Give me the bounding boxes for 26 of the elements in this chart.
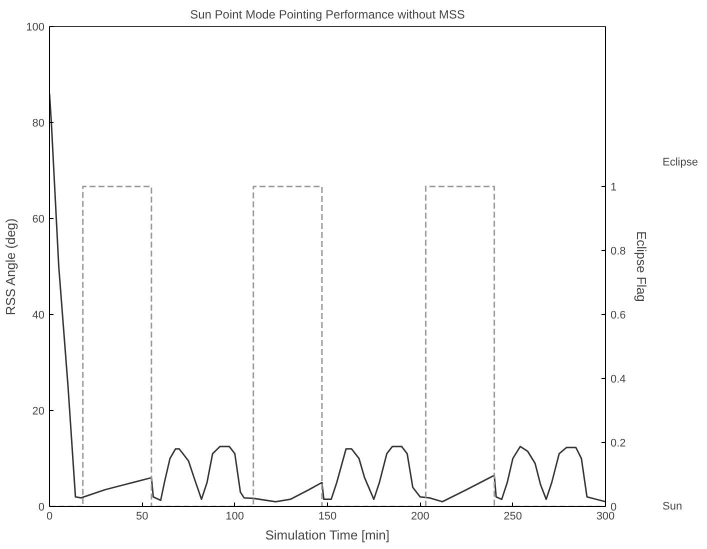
x-tick-label: 0 <box>46 510 53 522</box>
y2-tick-label: 0.2 <box>610 438 626 450</box>
y2-tick-label: 0.4 <box>610 374 626 386</box>
y-tick-label: 0 <box>38 502 45 514</box>
x-tick-label: 300 <box>596 510 615 522</box>
x-tick-label: 250 <box>504 510 522 522</box>
y2-tick-label: 0.6 <box>610 310 626 322</box>
y-tick-label: 20 <box>32 406 45 418</box>
x-tick-label: 50 <box>136 510 148 522</box>
y2-tick-label: 1 <box>610 182 617 194</box>
line-series <box>50 92 606 502</box>
text: Eclipse <box>662 156 698 168</box>
y2-tick-label: 0.8 <box>610 246 626 258</box>
x-axis-title: Simulation Time [min] <box>265 528 390 542</box>
x-tick-label: 150 <box>318 510 337 522</box>
x-tick-label: 200 <box>410 510 430 522</box>
y-tick-label: 40 <box>32 310 45 322</box>
y2-axis-title: Eclipse Flag <box>634 231 649 302</box>
y-tick-label: 100 <box>26 22 45 34</box>
y-tick-label: 80 <box>32 118 45 130</box>
y2-tick-label: 0 <box>610 502 617 514</box>
y-axis-title: RSS Angle (deg) <box>3 218 18 316</box>
y-tick-label: 60 <box>32 214 45 226</box>
text: Sun <box>662 500 682 512</box>
chart-title: Sun Point Mode Pointing Performance without MSS <box>190 8 465 22</box>
x-tick-label: 100 <box>226 510 244 522</box>
